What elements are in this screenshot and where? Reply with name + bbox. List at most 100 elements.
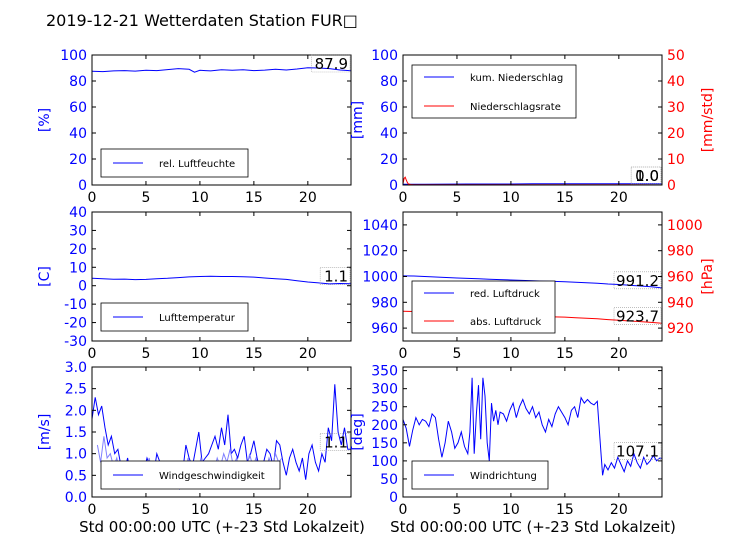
- x-tick-label: 20: [299, 502, 317, 518]
- last-value-label-windspeed: 1.1: [324, 433, 348, 451]
- y2-tick-label: 30: [667, 100, 685, 116]
- last-value-label-humidity: 87.9: [315, 55, 348, 73]
- legend-windspeed: Windgeschwindigkeit: [100, 460, 281, 490]
- x-tick-label: 10: [502, 190, 520, 206]
- legend-entry-label: Windrichtung: [470, 471, 537, 482]
- y-tick-label: -20: [64, 316, 87, 332]
- legend-pressure: red. Luftdruck abs. Luftdruck: [411, 280, 556, 334]
- x-tick-label: 5: [141, 502, 150, 518]
- last-value-box-2: [630, 166, 662, 185]
- legend-winddir: Windrichtung: [411, 460, 549, 490]
- last-value-label-winddir: 107.1: [616, 442, 659, 460]
- legend-precip: kum. Niederschlag Niederschlagsrate: [411, 64, 577, 119]
- x-tick-label: 15: [245, 190, 263, 206]
- x-tick-label: 5: [452, 346, 461, 362]
- chart-winddir: 0 5 10 15 20050100150200250300350[deg]107.1W…: [350, 364, 663, 518]
- y-tick-label: 100: [371, 454, 398, 470]
- y-tick-label: 350: [371, 364, 398, 380]
- x-tick-label: 10: [191, 502, 209, 518]
- y-tick-label: 0: [389, 490, 398, 506]
- y2-tick-label: 980: [667, 244, 694, 260]
- x-tick-label: 15: [245, 502, 263, 518]
- y-axis-label-temperature: [C]: [37, 266, 53, 287]
- x-tick-label: 20: [610, 346, 628, 362]
- y2-tick-label: 960: [667, 270, 694, 286]
- y-tick-label: 2.5: [65, 382, 87, 398]
- y-tick-label: 960: [371, 321, 398, 337]
- y-tick-label: 1.0: [65, 447, 87, 463]
- y-tick-label: 50: [380, 472, 398, 488]
- y-tick-label: 20: [69, 152, 87, 168]
- legend-humidity: rel. Luftfeuchte: [100, 148, 249, 178]
- x-tick-label: 5: [452, 190, 461, 206]
- x-tick-label: 15: [556, 346, 574, 362]
- last-value-label-precip: 1.0: [635, 167, 659, 185]
- y-tick-label: 60: [380, 100, 398, 116]
- y2-tick-label: 0: [667, 178, 676, 194]
- legend-entry-label: Lufttemperatur: [159, 313, 236, 324]
- y-tick-label: 40: [380, 126, 398, 142]
- x-tick-label: 15: [556, 190, 574, 206]
- last-value-box: [319, 267, 351, 285]
- last-value-box: [319, 433, 351, 451]
- x-axis-label-right: Std 00:00:00 UTC (+-23 Std Lokalzeit): [390, 518, 676, 536]
- y-tick-label: 30: [69, 223, 87, 239]
- x-axis-label-left: Std 00:00:00 UTC (+-23 Std Lokalzeit): [79, 518, 365, 536]
- y-tick-label: 0: [78, 279, 87, 295]
- x-tick-label: 0: [399, 190, 408, 206]
- plot-frame-precip: [402, 54, 663, 186]
- plot-frame-temperature: [91, 211, 352, 342]
- y2-tick-label: 920: [667, 321, 694, 337]
- y-tick-label: 980: [371, 295, 398, 311]
- x-tick-label: 5: [452, 502, 461, 518]
- y-tick-label: 150: [371, 436, 398, 452]
- x-tick-label: 10: [502, 502, 520, 518]
- y-tick-label: -10: [64, 297, 87, 313]
- y-tick-label: 1040: [362, 218, 398, 234]
- y-axis-label-winddir: [deg]: [350, 413, 366, 450]
- last-value-label-pressure: 991.2: [616, 272, 659, 290]
- y-tick-label: 20: [69, 242, 87, 258]
- x-tick-label: 15: [556, 502, 574, 518]
- legend-entry-label: Niederschlagsrate: [470, 102, 561, 113]
- y-axis-label-precip: [mm]: [350, 101, 366, 139]
- y-tick-label: 1020: [362, 244, 398, 260]
- y-tick-label: 100: [371, 48, 398, 64]
- x-tick-label: 10: [191, 190, 209, 206]
- plot-frame-winddir: [402, 366, 663, 498]
- series-line-temperature-0: [92, 275, 351, 285]
- last-value-box: [311, 54, 351, 73]
- y-tick-label: 200: [371, 418, 398, 434]
- x-tick-label: 5: [141, 190, 150, 206]
- y-tick-label: 1.5: [65, 425, 87, 441]
- chart-humidity: 0 5 10 15 20 0 20 40 60 80 100 [%] 87.9 rel. Luftfeuc…: [37, 48, 352, 206]
- legend-entry-label: red. Luftdruck: [470, 289, 540, 300]
- chart-windspeed: 0 5 10 15 20 0.0 0.5 1.0 1.5 2.0 2.5 3.0 [m/s] 1.1 Win…: [37, 360, 352, 518]
- y-tick-label: 250: [371, 400, 398, 416]
- x-tick-label: 0: [88, 502, 97, 518]
- x-tick-label: 10: [191, 346, 209, 362]
- y-tick-label: -30: [64, 334, 87, 350]
- legend-box: [411, 64, 577, 119]
- y-tick-label: 100: [60, 48, 87, 64]
- y-tick-label: 40: [69, 126, 87, 142]
- last-value-label-2-pressure: 923.7: [616, 307, 659, 325]
- x-tick-label: 20: [610, 190, 628, 206]
- x-tick-label: 0: [88, 190, 97, 206]
- y-tick-label: 1000: [362, 270, 398, 286]
- figure-title: 2019-12-21 Wetterdaten Station FUR□: [46, 11, 358, 30]
- x-tick-label: 20: [299, 190, 317, 206]
- y-tick-label: 300: [371, 382, 398, 398]
- plot-frame-humidity: [91, 54, 352, 186]
- legend-entry-label: Windgeschwindigkeit: [159, 471, 265, 482]
- y2-axis-label-precip: [mm/std]: [700, 88, 716, 153]
- legend-entry-label: abs. Luftdruck: [470, 317, 541, 328]
- x-tick-label: 20: [299, 346, 317, 362]
- chart-temperature: 0 5 10 15 20 -30 -20 -10 0 10 20 30 40 [C] 1.1 Lufttemp…: [37, 205, 352, 362]
- y2-tick-label: 20: [667, 126, 685, 142]
- y2-tick-label: 1000: [667, 218, 703, 234]
- series-line-winddir-0: [403, 377, 662, 476]
- x-tick-label: 5: [141, 346, 150, 362]
